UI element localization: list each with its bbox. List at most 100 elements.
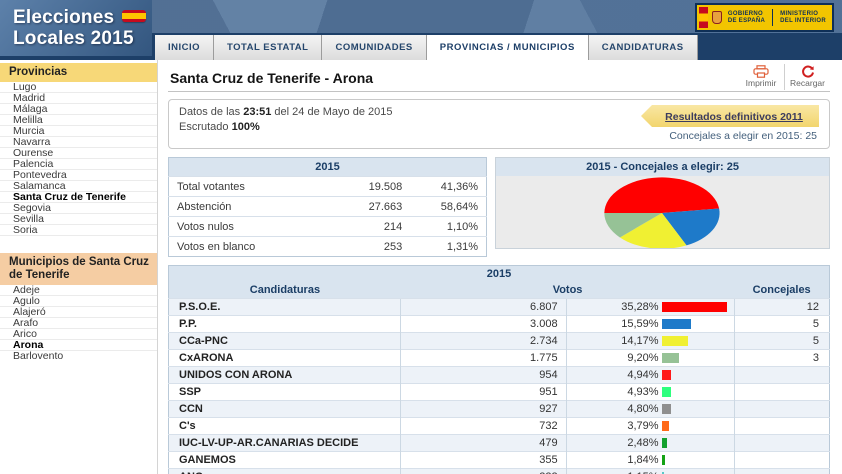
printer-icon [753,65,769,78]
candidatura-name: ANC [169,469,401,474]
coat-of-arms-icon [712,11,722,24]
vote-share-bar [662,387,671,397]
tab-candidaturas[interactable]: CANDIDATURAS [589,35,698,60]
sidebar-item-sevilla[interactable]: Sevilla [0,214,157,225]
seats-value [734,418,829,435]
votes-value: 355 [401,452,566,469]
result-row-ccn: CCN9274,80% [169,401,830,418]
summary-row-total-votantes: Total votantes19.50841,36% [169,177,487,197]
results-table: 2015 Candidaturas Votos Concejales P.S.O… [168,265,830,474]
candidatura-name: P.P. [169,316,401,333]
gov-espana-label: GOBIERNODE ESPAÑA [728,11,765,25]
sidebar-item-agulo[interactable]: Agulo [0,296,157,307]
sidebar-item-salamanca[interactable]: Salamanca [0,181,157,192]
sidebar-item-segovia[interactable]: Segovia [0,203,157,214]
sidebar-item-murcia[interactable]: Murcia [0,126,157,137]
seats-value [734,469,829,474]
seats-value [734,452,829,469]
result-row-c-s: C's7323,79% [169,418,830,435]
government-logo: GOBIERNODE ESPAÑA MINISTERIODEL INTERIOR [695,3,834,32]
seats-value [734,367,829,384]
result-row-cca-pnc: CCa-PNC2.73414,17%5 [169,333,830,350]
logo-line-2: Locales 2015 [13,28,152,49]
recargar-button[interactable]: Recargar [784,64,830,90]
vote-share-bar [662,319,691,329]
sidebar-item-alajer[interactable]: Alajeró [0,307,157,318]
sidebar-item-melilla[interactable]: Melilla [0,115,157,126]
votes-value: 1.775 [401,350,566,367]
candidatura-name: CCa-PNC [169,333,401,350]
candidatura-name: GANEMOS [169,452,401,469]
pct-value: 4,80% [567,403,659,415]
elections-page: Elecciones Locales 2015 GOBIERNODE ESPAÑ… [0,0,842,474]
result-row-cxarona: CxARONA1.7759,20%3 [169,350,830,367]
provincias-list: LugoMadridMálagaMelillaMurciaNavarraOure… [0,82,157,242]
spain-flag-icon [122,10,146,22]
seats-value: 5 [734,333,829,350]
sidebar-item-lugo[interactable]: Lugo [0,82,157,93]
seats-value: 3 [734,350,829,367]
sidebar: Provincias LugoMadridMálagaMelillaMurcia… [0,60,158,474]
resultados-2011-link[interactable]: Resultados definitivos 2011 [641,105,819,127]
candidatura-name: C's [169,418,401,435]
votes-value: 6.807 [401,299,566,316]
votes-value: 479 [401,435,566,452]
gov-logo-divider [772,9,773,26]
sidebar-item-arico[interactable]: Arico [0,329,157,340]
sidebar-item-arafo[interactable]: Arafo [0,318,157,329]
result-row-p-s-o-e: P.S.O.E.6.80735,28%12 [169,299,830,316]
summary-row-abstenci-n: Abstención27.66358,64% [169,197,487,217]
site-logo: Elecciones Locales 2015 [0,0,152,56]
vote-share-bar [662,336,688,346]
toolbar: Imprimir Recargar [738,64,830,90]
votes-value: 3.008 [401,316,566,333]
provincias-header: Provincias [0,63,157,82]
votes-value: 732 [401,418,566,435]
candidatura-name: IUC-LV-UP-AR.CANARIAS DECIDE [169,435,401,452]
ministerio-interior-label: MINISTERIODEL INTERIOR [780,11,826,25]
tab-comunidades[interactable]: COMUNIDADES [322,35,426,60]
result-row-iuc-lv-up-ar-canarias-decide: IUC-LV-UP-AR.CANARIAS DECIDE4792,48% [169,435,830,452]
sidebar-item-palencia[interactable]: Palencia [0,159,157,170]
sidebar-item-adeje[interactable]: Adeje [0,285,157,296]
votes-value: 951 [401,384,566,401]
col-header-votos: Votos [401,282,734,299]
main-nav-tabs: INICIOTOTAL ESTATALCOMUNIDADESPROVINCIAS… [155,35,698,60]
seats-value: 12 [734,299,829,316]
gov-flag-icon [699,7,708,28]
pct-value: 1,84% [567,454,659,466]
summary-year-header: 2015 [169,158,487,177]
vote-share-bar [662,370,671,380]
sidebar-item-pontevedra[interactable]: Pontevedra [0,170,157,181]
pct-value: 2,48% [567,437,659,449]
candidatura-name: SSP [169,384,401,401]
sidebar-item-madrid[interactable]: Madrid [0,93,157,104]
sidebar-item-soria[interactable]: Soria [0,225,157,236]
seats-value [734,435,829,452]
imprimir-button[interactable]: Imprimir [738,64,784,90]
sidebar-item-m-laga[interactable]: Málaga [0,104,157,115]
summary-rows: Total votantes19.50841,36%Abstención27.6… [169,177,487,257]
col-header-concejales: Concejales [734,282,829,299]
result-row-ganemos: GANEMOS3551,84% [169,452,830,469]
tab-total-estatal[interactable]: TOTAL ESTATAL [214,35,322,60]
candidatura-name: P.S.O.E. [169,299,401,316]
pct-value: 4,94% [567,369,659,381]
candidatura-name: CxARONA [169,350,401,367]
sidebar-item-ourense[interactable]: Ourense [0,148,157,159]
result-row-unidos-con-arona: UNIDOS CON ARONA9544,94% [169,367,830,384]
sidebar-item-arona[interactable]: Arona [0,340,157,351]
sidebar-item-santa-cruz-de-tenerife[interactable]: Santa Cruz de Tenerife [0,192,157,203]
sidebar-item-barlovento[interactable]: Barlovento [0,351,157,361]
tab-provincias-municipios[interactable]: PROVINCIAS / MUNICIPIOS [427,35,589,60]
sidebar-item-navarra[interactable]: Navarra [0,137,157,148]
tab-inicio[interactable]: INICIO [155,35,214,60]
result-row-ssp: SSP9514,93% [169,384,830,401]
pct-value: 3,79% [567,420,659,432]
vote-share-bar [662,353,679,363]
pie-slice-p-s-o-e [604,177,719,213]
seats-value: 5 [734,316,829,333]
municipios-header: Municipios de Santa Cruz de Tenerife [0,253,157,285]
summary-row-votos-nulos: Votos nulos2141,10% [169,217,487,237]
vote-share-bar [662,455,665,465]
